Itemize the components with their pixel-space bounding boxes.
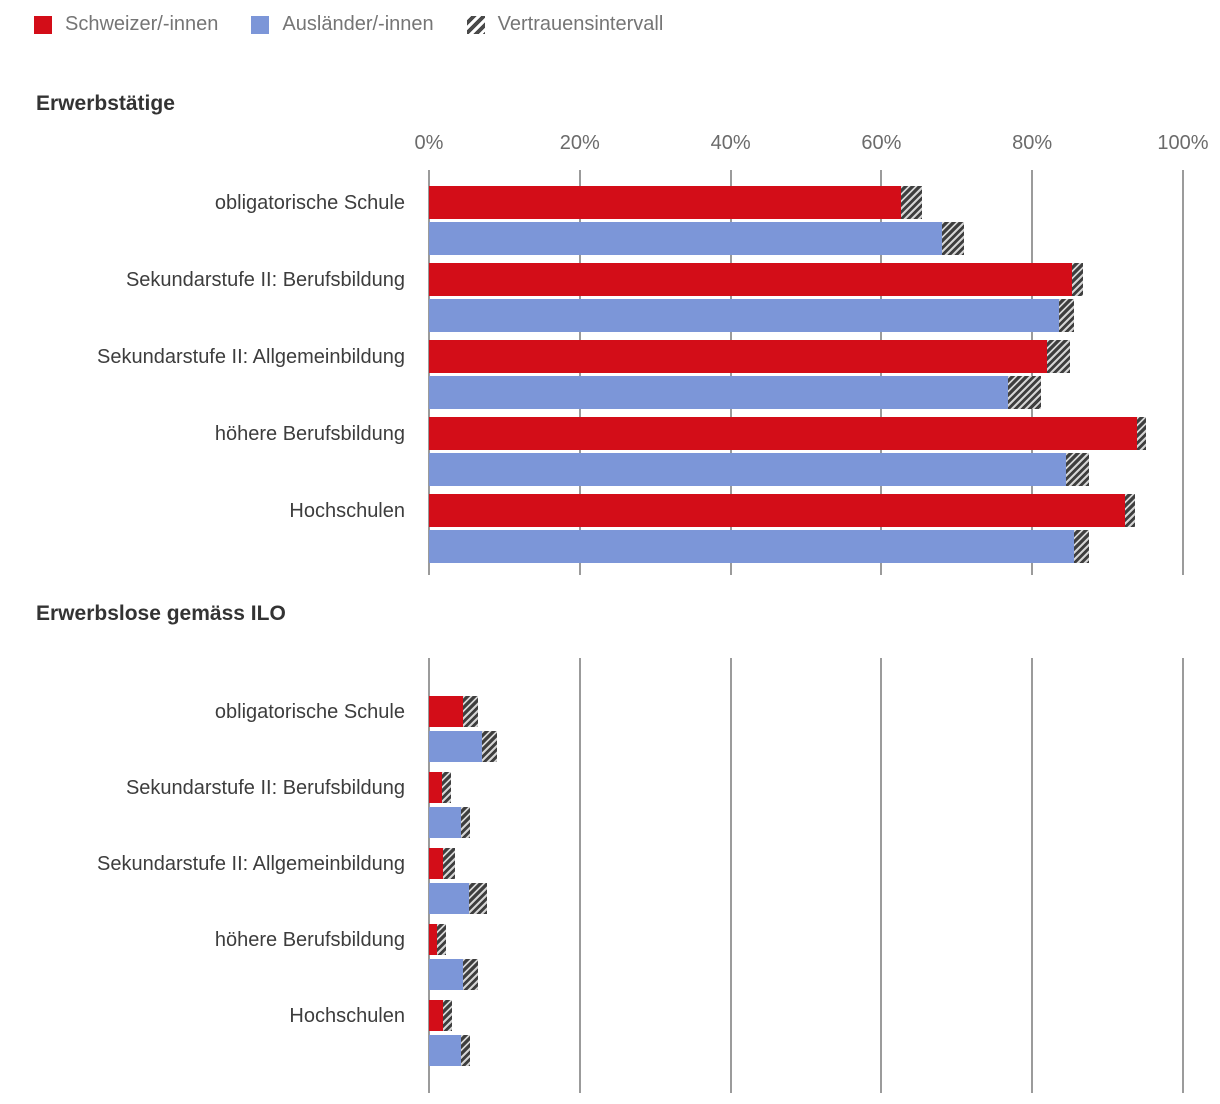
gridline: [1182, 170, 1184, 575]
x-axis-tick-label: 40%: [710, 132, 751, 154]
confidence-interval-hatch: [441, 772, 451, 803]
legend-item-schweizer: Schweizer/-innen: [34, 13, 218, 36]
category-label: Sekundarstufe II: Berufsbildung: [125, 776, 405, 799]
confidence-interval-hatch: [460, 1035, 470, 1066]
confidence-interval-hatch: [1066, 453, 1089, 486]
category-label: höhere Berufsbildung: [214, 928, 405, 951]
legend-label-schweizer: Schweizer/-innen: [65, 13, 219, 35]
chart-title-erwerbstaetige: Erwerbstätige: [36, 92, 175, 115]
plot-area-erwerbslose: [428, 658, 1184, 1093]
bar-auslaender: [429, 376, 1025, 409]
gridline: [578, 658, 581, 1093]
confidence-interval-hatch: [436, 924, 446, 955]
category-label: Sekundarstufe II: Berufsbildung: [125, 268, 405, 291]
category-label: Hochschulen: [289, 1004, 405, 1027]
confidence-interval-hatch: [469, 883, 488, 914]
gridline: [1182, 658, 1184, 1093]
legend-swatch-blue-icon: [251, 15, 270, 34]
gridline: [1031, 658, 1034, 1093]
gridline: [880, 658, 883, 1093]
bar-auslaender: [429, 299, 1067, 332]
chart-legend: Schweizer/-innen Ausländer/-innen Vertra…: [34, 13, 663, 36]
x-axis-tick-label: 100%: [1157, 132, 1209, 154]
bar-auslaender: [429, 530, 1082, 563]
chart-title-erwerbslose: Erwerbslose gemäss ILO: [36, 602, 286, 625]
confidence-interval-hatch: [1124, 494, 1136, 527]
confidence-interval-hatch: [941, 222, 965, 255]
category-label: Sekundarstufe II: Allgemeinbildung: [97, 852, 405, 875]
x-axis-tick-label: 20%: [559, 132, 600, 154]
legend-swatch-red-icon: [34, 15, 52, 34]
category-label: obligatorische Schule: [214, 700, 405, 723]
confidence-interval-hatch: [1058, 299, 1074, 332]
confidence-interval-hatch: [901, 186, 923, 219]
x-axis-tick-labels: 0% 20% 40% 60% 80% 100%: [415, 129, 1209, 157]
bar-auslaender: [429, 1035, 466, 1066]
confidence-interval-hatch: [1137, 417, 1146, 450]
category-label: obligatorische Schule: [214, 191, 405, 214]
legend-swatch-hatch-icon: [466, 15, 485, 34]
bar-schweizer: [429, 263, 1078, 296]
confidence-interval-hatch: [443, 848, 456, 879]
x-axis-tick-label: 60%: [861, 132, 902, 154]
category-label: Hochschulen: [289, 499, 405, 522]
legend-item-vertrauensintervall: Vertrauensintervall: [466, 13, 664, 36]
confidence-interval-hatch: [460, 807, 470, 838]
x-axis-tick-label: 0%: [414, 132, 444, 154]
bar-schweizer: [429, 494, 1131, 527]
x-axis-tick-label: 80%: [1012, 132, 1053, 154]
confidence-interval-hatch: [462, 959, 478, 990]
confidence-interval-hatch: [1073, 530, 1089, 563]
bar-schweizer: [429, 186, 912, 219]
bar-auslaender: [429, 807, 466, 838]
confidence-interval-hatch: [481, 731, 497, 762]
legend-label-auslaender: Ausländer/-innen: [282, 13, 434, 35]
confidence-interval-hatch: [1047, 340, 1070, 373]
bar-schweizer: [429, 417, 1142, 450]
confidence-interval-hatch: [1072, 263, 1083, 296]
category-label: höhere Berufsbildung: [214, 422, 405, 445]
bar-schweizer: [429, 1000, 448, 1031]
gridline: [729, 658, 732, 1093]
legend-label-vertrauensintervall: Vertrauensintervall: [497, 13, 664, 35]
bar-auslaender: [429, 453, 1078, 486]
plot-area-erwerbstaetige: [428, 170, 1184, 575]
legend-item-auslaender: Ausländer/-innen: [251, 13, 434, 36]
bar-auslaender: [429, 222, 953, 255]
confidence-interval-hatch: [1008, 376, 1042, 409]
bar-schweizer: [429, 340, 1059, 373]
confidence-interval-hatch: [443, 1000, 453, 1031]
confidence-interval-hatch: [462, 696, 478, 727]
bar-auslaender: [429, 731, 490, 762]
category-label: Sekundarstufe II: Allgemeinbildung: [97, 345, 405, 368]
